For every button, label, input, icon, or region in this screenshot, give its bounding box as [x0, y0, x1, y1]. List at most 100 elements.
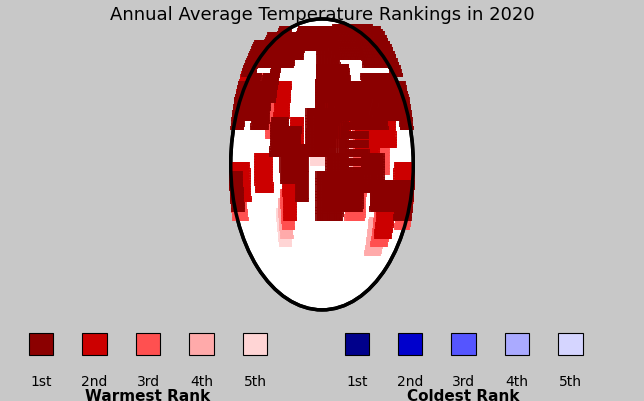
- Point: [283, 160, 293, 166]
- Point: [375, 109, 385, 116]
- Point: [338, 191, 348, 197]
- Point: [339, 107, 349, 113]
- Point: [243, 103, 253, 109]
- Point: [319, 90, 329, 97]
- Point: [237, 201, 247, 208]
- Point: [283, 205, 294, 211]
- Point: [323, 73, 333, 79]
- Point: [310, 134, 321, 141]
- Point: [231, 170, 241, 176]
- Point: [357, 160, 367, 166]
- Point: [232, 93, 243, 99]
- Point: [375, 144, 385, 151]
- Point: [367, 185, 377, 191]
- Point: [274, 48, 285, 55]
- Point: [234, 88, 245, 94]
- Point: [365, 63, 375, 69]
- Point: [278, 231, 288, 237]
- Point: [368, 160, 378, 166]
- Point: [287, 210, 297, 217]
- Point: [357, 162, 367, 169]
- Point: [252, 125, 262, 132]
- Point: [295, 193, 305, 200]
- Point: [290, 129, 300, 136]
- Point: [357, 163, 367, 170]
- Point: [336, 129, 346, 136]
- Point: [382, 167, 392, 173]
- Point: [386, 203, 397, 209]
- Point: [341, 109, 352, 116]
- Point: [301, 155, 312, 161]
- Point: [386, 100, 397, 106]
- Point: [266, 93, 276, 99]
- Point: [349, 210, 359, 217]
- Point: [359, 157, 369, 164]
- Point: [252, 183, 263, 190]
- Point: [381, 117, 392, 124]
- Point: [278, 210, 289, 217]
- Point: [328, 33, 339, 40]
- Point: [260, 99, 270, 106]
- Point: [397, 184, 407, 191]
- Point: [341, 98, 351, 105]
- Point: [228, 178, 238, 184]
- Point: [372, 195, 383, 201]
- Point: [257, 105, 267, 111]
- Point: [232, 204, 242, 210]
- Point: [240, 87, 250, 93]
- Point: [232, 183, 242, 190]
- Point: [349, 200, 359, 206]
- Point: [365, 147, 375, 154]
- Point: [264, 108, 274, 115]
- Point: [248, 100, 258, 106]
- Point: [266, 90, 276, 97]
- Point: [326, 190, 336, 196]
- Point: [247, 84, 258, 90]
- Point: [381, 210, 391, 217]
- Point: [377, 180, 388, 187]
- Point: [293, 137, 303, 143]
- Point: [278, 206, 289, 213]
- Point: [318, 134, 328, 141]
- Point: [379, 210, 389, 217]
- Point: [381, 138, 392, 144]
- Point: [355, 129, 365, 136]
- Point: [395, 200, 406, 206]
- Point: [262, 87, 272, 93]
- Point: [399, 190, 409, 196]
- Point: [231, 184, 242, 191]
- Point: [395, 208, 405, 214]
- Point: [333, 71, 343, 78]
- Point: [267, 83, 277, 90]
- Point: [275, 210, 285, 217]
- Point: [231, 204, 241, 210]
- Point: [259, 87, 269, 93]
- Point: [282, 228, 292, 235]
- Point: [287, 42, 298, 48]
- Point: [247, 64, 258, 71]
- Point: [388, 106, 399, 113]
- Point: [283, 209, 293, 215]
- Point: [289, 175, 299, 182]
- Point: [333, 109, 343, 116]
- Point: [332, 132, 342, 139]
- Point: [390, 172, 401, 178]
- Point: [344, 109, 354, 115]
- Point: [363, 125, 374, 132]
- Point: [402, 213, 413, 219]
- Point: [253, 85, 263, 92]
- Point: [307, 152, 317, 159]
- Point: [252, 88, 263, 94]
- Point: [386, 75, 397, 81]
- Point: [313, 126, 323, 133]
- Point: [269, 63, 279, 69]
- Point: [369, 135, 379, 141]
- Point: [372, 180, 382, 187]
- Point: [276, 227, 286, 233]
- Point: [289, 208, 299, 214]
- Point: [359, 157, 369, 164]
- Point: [346, 193, 356, 200]
- Point: [226, 184, 236, 191]
- Point: [272, 63, 283, 69]
- Point: [281, 208, 292, 214]
